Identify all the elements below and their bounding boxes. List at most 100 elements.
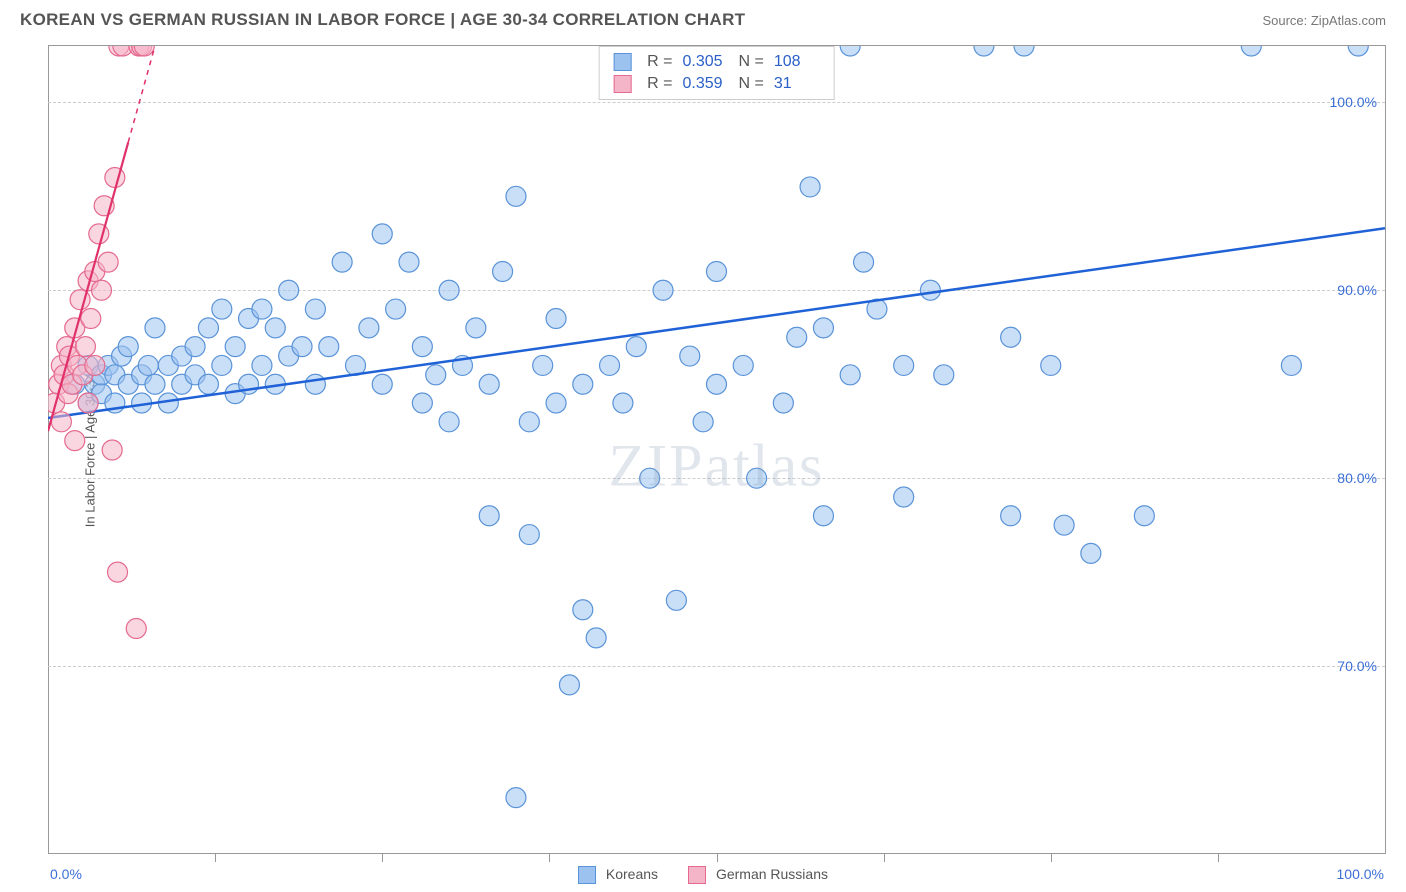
scatter-point bbox=[1081, 543, 1101, 563]
scatter-point bbox=[359, 318, 379, 338]
scatter-point bbox=[185, 337, 205, 357]
scatter-point bbox=[212, 299, 232, 319]
scatter-point bbox=[613, 393, 633, 413]
scatter-point bbox=[85, 355, 105, 375]
scatter-point bbox=[787, 327, 807, 347]
scatter-point bbox=[225, 337, 245, 357]
legend-series: Koreans German Russians bbox=[578, 866, 828, 884]
scatter-point bbox=[626, 337, 646, 357]
scatter-point bbox=[118, 337, 138, 357]
y-tick-label: 90.0% bbox=[1337, 282, 1377, 298]
scatter-point bbox=[1001, 506, 1021, 526]
scatter-point bbox=[1001, 327, 1021, 347]
legend-swatch-german-russians bbox=[613, 75, 631, 93]
scatter-point bbox=[305, 299, 325, 319]
legend-correlation: R = 0.305 N = 108 R = 0.359 N = 31 bbox=[598, 46, 835, 100]
value-R-german-russians: 0.359 bbox=[683, 75, 729, 93]
scatter-point bbox=[773, 393, 793, 413]
scatter-point bbox=[707, 374, 727, 394]
scatter-point bbox=[1281, 355, 1301, 375]
scatter-point bbox=[546, 308, 566, 328]
scatter-point bbox=[78, 393, 98, 413]
legend-item-german-russians: German Russians bbox=[688, 866, 828, 884]
scatter-point bbox=[800, 177, 820, 197]
scatter-point bbox=[198, 318, 218, 338]
scatter-point bbox=[519, 525, 539, 545]
scatter-point bbox=[372, 224, 392, 244]
scatter-point bbox=[279, 280, 299, 300]
scatter-point bbox=[252, 299, 272, 319]
scatter-point bbox=[573, 374, 593, 394]
scatter-point bbox=[707, 261, 727, 281]
chart-title: KOREAN VS GERMAN RUSSIAN IN LABOR FORCE … bbox=[20, 10, 745, 30]
legend-item-koreans: Koreans bbox=[578, 866, 658, 884]
scatter-point bbox=[840, 46, 860, 56]
legend-swatch-koreans bbox=[578, 866, 596, 884]
legend-swatch-german-russians bbox=[688, 866, 706, 884]
scatter-point bbox=[573, 600, 593, 620]
value-R-koreans: 0.305 bbox=[683, 53, 729, 71]
scatter-point bbox=[533, 355, 553, 375]
scatter-point bbox=[145, 374, 165, 394]
scatter-point bbox=[51, 412, 71, 432]
scatter-point bbox=[332, 252, 352, 272]
scatter-point bbox=[733, 355, 753, 375]
scatter-point bbox=[265, 318, 285, 338]
scatter-point bbox=[493, 261, 513, 281]
scatter-point bbox=[145, 318, 165, 338]
y-tick-label: 100.0% bbox=[1330, 94, 1377, 110]
scatter-point bbox=[1041, 355, 1061, 375]
scatter-point bbox=[305, 374, 325, 394]
scatter-point bbox=[747, 468, 767, 488]
scatter-point bbox=[439, 412, 459, 432]
legend-row-koreans: R = 0.305 N = 108 bbox=[613, 51, 820, 73]
scatter-point bbox=[920, 280, 940, 300]
scatter-point bbox=[386, 299, 406, 319]
scatter-point bbox=[65, 431, 85, 451]
scatter-point bbox=[894, 355, 914, 375]
scatter-point bbox=[506, 788, 526, 808]
value-N-koreans: 108 bbox=[774, 53, 820, 71]
scatter-point bbox=[212, 355, 232, 375]
scatter-point bbox=[894, 487, 914, 507]
scatter-point bbox=[102, 440, 122, 460]
scatter-point bbox=[854, 252, 874, 272]
scatter-point bbox=[1241, 46, 1261, 56]
x-axis-max-label: 100.0% bbox=[1337, 866, 1384, 882]
scatter-point bbox=[399, 252, 419, 272]
y-tick-label: 80.0% bbox=[1337, 470, 1377, 486]
scatter-point bbox=[372, 374, 392, 394]
scatter-point bbox=[75, 337, 95, 357]
scatter-point bbox=[292, 337, 312, 357]
scatter-point bbox=[91, 280, 111, 300]
scatter-point bbox=[653, 280, 673, 300]
scatter-point bbox=[319, 337, 339, 357]
label-R: R = bbox=[647, 53, 672, 71]
scatter-point bbox=[506, 186, 526, 206]
scatter-point bbox=[693, 412, 713, 432]
scatter-point bbox=[1054, 515, 1074, 535]
chart-header: KOREAN VS GERMAN RUSSIAN IN LABOR FORCE … bbox=[0, 0, 1406, 35]
legend-label-german-russians: German Russians bbox=[716, 866, 828, 882]
scatter-point bbox=[426, 365, 446, 385]
scatter-point bbox=[813, 506, 833, 526]
label-N: N = bbox=[739, 75, 764, 93]
scatter-point bbox=[934, 365, 954, 385]
scatter-point bbox=[840, 365, 860, 385]
scatter-point bbox=[108, 562, 128, 582]
scatter-point bbox=[666, 590, 686, 610]
scatter-point bbox=[600, 355, 620, 375]
x-axis-min-label: 0.0% bbox=[50, 866, 82, 882]
scatter-point bbox=[412, 393, 432, 413]
y-tick-label: 70.0% bbox=[1337, 658, 1377, 674]
label-R: R = bbox=[647, 75, 672, 93]
scatter-point bbox=[1348, 46, 1368, 56]
scatter-point bbox=[680, 346, 700, 366]
scatter-point bbox=[252, 355, 272, 375]
scatter-point bbox=[466, 318, 486, 338]
legend-swatch-koreans bbox=[613, 53, 631, 71]
scatter-point bbox=[479, 506, 499, 526]
scatter-point bbox=[439, 280, 459, 300]
scatter-point bbox=[640, 468, 660, 488]
scatter-plot-svg bbox=[48, 46, 1385, 854]
